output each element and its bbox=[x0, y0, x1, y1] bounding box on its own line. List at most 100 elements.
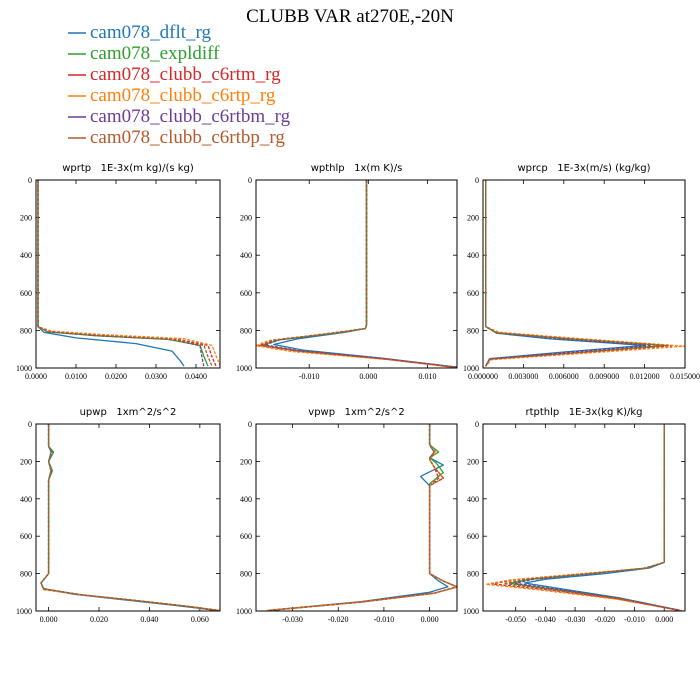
series-group bbox=[37, 180, 220, 368]
y-tick-label: 1000 bbox=[463, 607, 479, 616]
series-line bbox=[269, 424, 457, 611]
series-line bbox=[269, 424, 457, 611]
series-line bbox=[269, 424, 449, 611]
x-tick-label: 0.003000 bbox=[508, 372, 538, 381]
x-tick-label: 0.012000 bbox=[630, 372, 660, 381]
legend-label: cam078_clubb_c6rtbm_rg bbox=[90, 106, 291, 127]
series-group bbox=[265, 424, 457, 611]
panel-title: wprtp 1E-3x(m kg)/(s kg) bbox=[62, 163, 194, 174]
series-line bbox=[40, 424, 220, 611]
y-tick-label: 1000 bbox=[236, 607, 252, 616]
plot-frame bbox=[482, 423, 686, 612]
x-tick-label: -0.030 bbox=[565, 615, 586, 624]
y-tick-label: 0 bbox=[28, 176, 32, 185]
series-line bbox=[265, 424, 457, 611]
series-line bbox=[258, 180, 457, 368]
series-line bbox=[261, 180, 457, 368]
x-tick-label: 0.0100 bbox=[65, 372, 87, 381]
series-line bbox=[37, 180, 209, 367]
chart-panel: vpwp 1xm^2/s^2 0 200 400 600 800 1000 -0.030 -0.… bbox=[236, 407, 458, 624]
chart-panel: upwp 1xm^2/s^2 0 200 400 600 800 1000 0.000 0.02… bbox=[16, 407, 221, 624]
panels-grid: wprtp 1E-3x(m kg)/(s kg) 0 200 400 600 800 100… bbox=[16, 163, 700, 624]
y-tick-label: 1000 bbox=[463, 364, 479, 373]
chart-panel: wpthlp 1x(m K)/s 0 200 400 600 800 1000 -0.010 0… bbox=[236, 163, 458, 381]
y-tick-label: 600 bbox=[467, 289, 479, 298]
plot-frame bbox=[255, 423, 458, 612]
series-line bbox=[509, 424, 680, 611]
series-line bbox=[40, 424, 216, 611]
y-tick-label: 400 bbox=[467, 495, 479, 504]
y-tick-label: 200 bbox=[20, 214, 32, 223]
y-tick-label: 800 bbox=[20, 570, 32, 579]
x-tick-label: -0.020 bbox=[328, 615, 349, 624]
x-tick-label: 0.020 bbox=[90, 615, 108, 624]
x-tick-label: -0.010 bbox=[299, 372, 320, 381]
legend-entry: cam078_expldiff bbox=[68, 43, 220, 64]
y-tick-label: 1000 bbox=[16, 364, 32, 373]
legend-entry: cam078_clubb_c6rtbp_rg bbox=[68, 127, 285, 148]
series-line bbox=[485, 180, 685, 367]
panel-title: vpwp 1xm^2/s^2 bbox=[308, 407, 404, 418]
series-line bbox=[273, 180, 457, 368]
legend-label: cam078_clubb_c6rtp_rg bbox=[90, 85, 276, 106]
series-line bbox=[523, 424, 680, 611]
y-tick-label: 0 bbox=[248, 420, 252, 429]
legend-label: cam078_clubb_c6rtm_rg bbox=[90, 64, 281, 85]
series-line bbox=[40, 424, 218, 611]
x-tick-label: -0.040 bbox=[535, 615, 556, 624]
y-tick-label: 600 bbox=[467, 532, 479, 541]
y-tick-label: 400 bbox=[20, 495, 32, 504]
plot-frame bbox=[482, 179, 686, 369]
x-tick-label: -0.010 bbox=[374, 615, 395, 624]
series-line bbox=[40, 424, 218, 611]
x-tick-label: 0.000 bbox=[421, 615, 439, 624]
x-tick-label: 0.0300 bbox=[145, 372, 167, 381]
plot-frame bbox=[35, 179, 221, 369]
x-tick-label: 0.010 bbox=[418, 372, 436, 381]
series-line bbox=[261, 180, 457, 368]
x-tick-label: 0.000000 bbox=[468, 372, 498, 381]
chart-panel: wprcp 1E-3x(m/s) (kg/kg) 0 200 400 600 800 100… bbox=[463, 163, 700, 381]
y-tick-label: 0 bbox=[475, 176, 479, 185]
series-group bbox=[485, 180, 685, 367]
y-tick-label: 0 bbox=[475, 420, 479, 429]
y-tick-label: 600 bbox=[240, 289, 252, 298]
y-tick-label: 800 bbox=[467, 570, 479, 579]
series-group bbox=[40, 424, 220, 611]
x-tick-label: 0.0200 bbox=[105, 372, 127, 381]
legend-entry: cam078_dflt_rg bbox=[68, 22, 212, 43]
panel-title: wpthlp 1x(m K)/s bbox=[311, 163, 403, 174]
chart-panel: rtpthlp 1E-3x(kg K)/kg 0 200 400 600 800 1000 -… bbox=[463, 407, 686, 624]
series-group bbox=[256, 180, 457, 368]
legend-label: cam078_expldiff bbox=[90, 43, 220, 64]
legend: cam078_dflt_rgcam078_expldiffcam078_club… bbox=[68, 22, 291, 148]
panel-title: upwp 1xm^2/s^2 bbox=[80, 407, 177, 418]
plot-frame bbox=[255, 179, 458, 369]
x-tick-label: 0.009000 bbox=[589, 372, 619, 381]
x-tick-label: 0.0400 bbox=[185, 372, 207, 381]
y-tick-label: 200 bbox=[240, 214, 252, 223]
series-line bbox=[37, 180, 217, 367]
series-group bbox=[485, 424, 683, 611]
y-tick-label: 400 bbox=[20, 251, 32, 260]
x-tick-label: 0.0000 bbox=[25, 372, 47, 381]
y-tick-label: 800 bbox=[20, 326, 32, 335]
plot-frame bbox=[35, 423, 221, 612]
series-line bbox=[37, 180, 213, 367]
series-line bbox=[515, 424, 680, 611]
x-tick-label: 0.015000 bbox=[670, 372, 700, 381]
chart-panel: wprtp 1E-3x(m kg)/(s kg) 0 200 400 600 800 100… bbox=[16, 163, 221, 381]
y-tick-label: 600 bbox=[20, 289, 32, 298]
legend-entry: cam078_clubb_c6rtbm_rg bbox=[68, 106, 291, 127]
y-tick-label: 0 bbox=[28, 420, 32, 429]
x-tick-label: 0.060 bbox=[191, 615, 209, 624]
x-tick-label: -0.050 bbox=[505, 615, 526, 624]
legend-entry: cam078_clubb_c6rtm_rg bbox=[68, 64, 281, 85]
y-tick-label: 400 bbox=[240, 495, 252, 504]
x-tick-label: 0.006000 bbox=[549, 372, 579, 381]
y-tick-label: 400 bbox=[240, 251, 252, 260]
series-line bbox=[485, 180, 670, 367]
y-tick-label: 800 bbox=[467, 326, 479, 335]
x-tick-label: 0.040 bbox=[140, 615, 158, 624]
